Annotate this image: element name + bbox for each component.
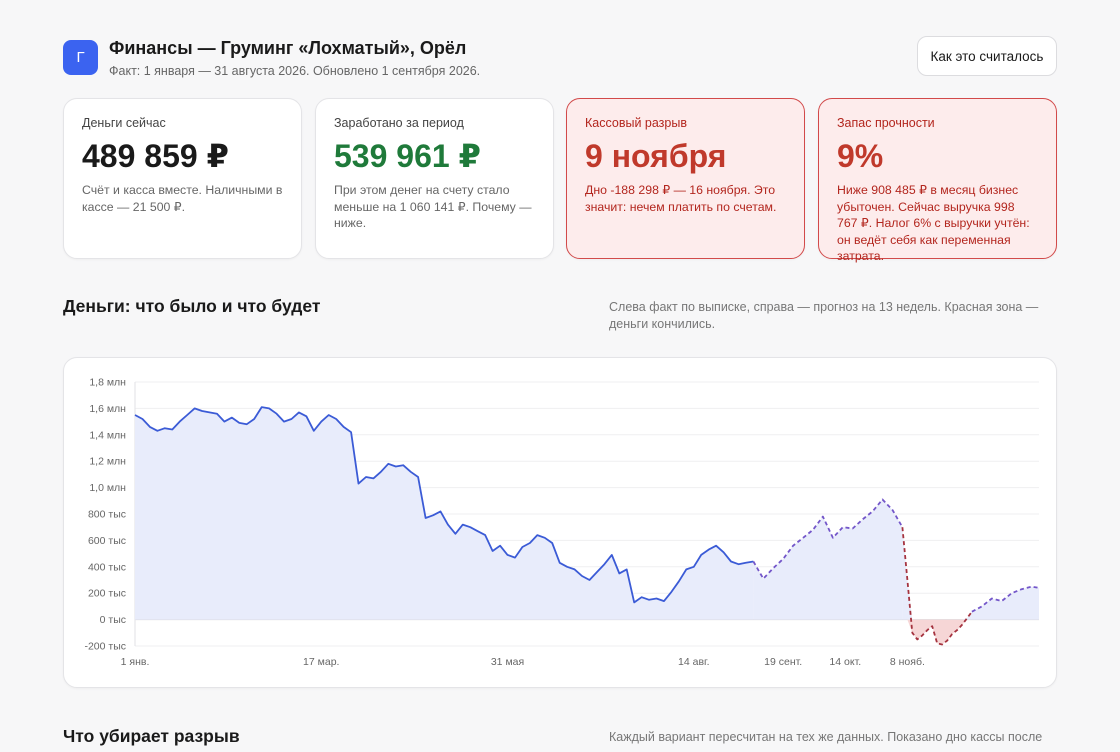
x-tick-label: 17 мар. — [303, 656, 339, 668]
card-description: Ниже 908 485 ₽ в месяц бизнес убыточен. … — [837, 183, 1030, 263]
card-value: 9% — [837, 138, 884, 174]
cash-chart-card: 1,8 млн 1,6 млн 1,4 млн 1,2 млн 1,0 млн 800 т… — [63, 357, 1057, 688]
x-tick-label: 14 окт. — [829, 656, 861, 668]
page-subtitle: Факт: 1 января — 31 августа 2026. Обновл… — [109, 64, 481, 78]
y-tick-label: 1,2 млн — [89, 456, 126, 468]
page-header: Г Финансы — Груминг «Лохматый», Орёл Фак… — [63, 36, 1057, 86]
forecast-area — [902, 527, 972, 620]
card-description: Счёт и касса вместе. Наличными в кассе —… — [82, 183, 283, 214]
y-tick-label: 1,8 млн — [89, 377, 126, 389]
chart-section-title: Деньги: что было и что будет — [63, 296, 321, 316]
card-label: Запас прочности — [837, 116, 935, 130]
fact-area — [135, 407, 754, 620]
card-label: Кассовый разрыв — [585, 116, 687, 130]
chart-section-note: Слева факт по выписке, справа — прогноз … — [609, 300, 1039, 331]
x-tick-label: 1 янв. — [121, 656, 150, 668]
card-value: 539 961 ₽ — [334, 138, 481, 174]
card-earned: Заработано за период 539 961 ₽ При этом … — [315, 98, 554, 259]
y-tick-label: 400 тыс — [88, 561, 126, 573]
card-cash-gap: Кассовый разрыв 9 ноября Дно -188 298 ₽ … — [566, 98, 805, 259]
card-value: 9 ноября — [585, 138, 727, 174]
negative-zone-area — [902, 619, 972, 645]
next-section-note: Каждый вариант пересчитан на тех же данн… — [609, 730, 1043, 744]
y-tick-label: 1,0 млн — [89, 482, 126, 494]
y-tick-label: -200 тыс — [84, 641, 126, 653]
card-money-now: Деньги сейчас 489 859 ₽ Счёт и касса вме… — [63, 98, 302, 259]
card-value: 489 859 ₽ — [82, 138, 229, 174]
forecast-area — [753, 499, 903, 620]
kpi-cards: Деньги сейчас 489 859 ₽ Счёт и касса вме… — [63, 98, 1057, 263]
card-safety-margin: Запас прочности 9% Ниже 908 485 ₽ в меся… — [818, 98, 1057, 263]
cash-flow-chart: 1,8 млн 1,6 млн 1,4 млн 1,2 млн 1,0 млн 800 т… — [84, 377, 1040, 668]
card-label: Заработано за период — [334, 116, 464, 130]
x-tick-label: 31 мая — [491, 656, 524, 668]
card-label: Деньги сейчас — [82, 116, 166, 130]
y-tick-label: 1,6 млн — [89, 403, 126, 415]
x-tick-label: 19 сент. — [764, 656, 802, 668]
next-section-title: Что убирает разрыв — [63, 726, 240, 746]
card-description: При этом денег на счету стало меньше на … — [334, 183, 532, 230]
negative-series-line — [901, 527, 973, 646]
page-title: Финансы — Груминг «Лохматый», Орёл — [109, 38, 467, 58]
card-description: Дно -188 298 ₽ — 16 ноября. Это значит: … — [585, 183, 777, 214]
forecast-area — [971, 586, 1039, 620]
y-tick-label: 200 тыс — [88, 588, 126, 600]
y-tick-label: 600 тыс — [88, 535, 126, 547]
forecast-series-line — [971, 585, 1040, 613]
x-tick-label: 8 нояб. — [890, 656, 925, 668]
y-tick-label: 1,4 млн — [89, 429, 126, 441]
y-tick-label: 0 тыс — [100, 614, 126, 626]
x-tick-label: 14 авг. — [678, 656, 709, 668]
business-logo: Г — [63, 40, 98, 75]
how-calculated-button[interactable]: Как это считалось — [917, 36, 1057, 76]
fact-series-line — [134, 406, 754, 604]
y-tick-label: 800 тыс — [88, 509, 126, 521]
